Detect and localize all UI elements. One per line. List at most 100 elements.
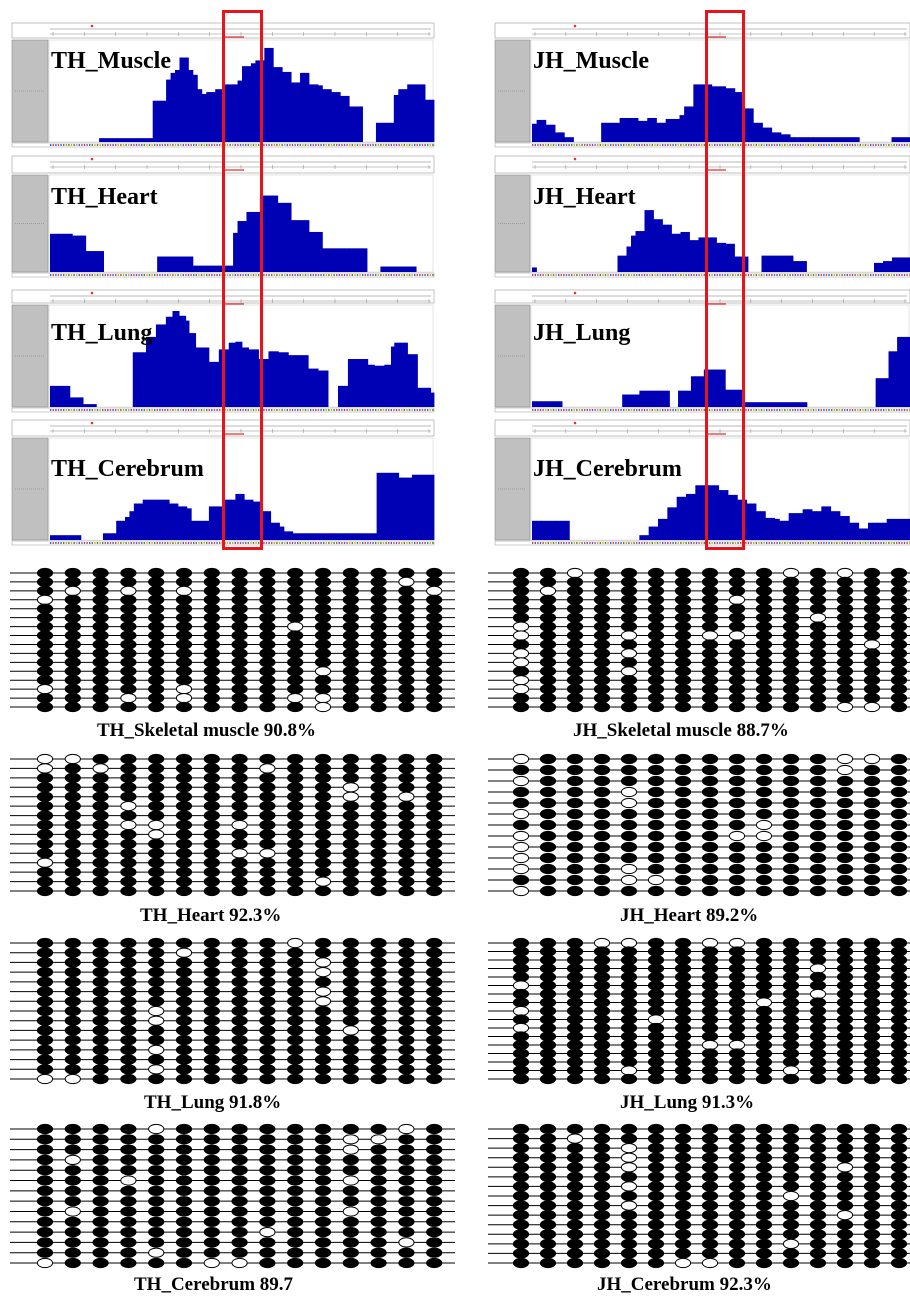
methylated-cpg: [701, 786, 719, 798]
methylated-cpg: [647, 675, 665, 686]
coverage-bar: [770, 517, 776, 540]
methylated-cpg: [809, 997, 827, 1008]
coverage-bar: [317, 231, 323, 272]
coverage-bar: [107, 533, 113, 540]
unmethylated-cpg: [836, 567, 854, 579]
methylated-cpg: [620, 621, 638, 632]
methylated-cpg: [512, 963, 530, 974]
methylated-cpg: [342, 1227, 359, 1238]
methylated-cpg: [92, 1134, 109, 1145]
methylated-cpg: [259, 1005, 276, 1017]
methylated-cpg: [701, 863, 719, 875]
coverage-bar: [138, 503, 144, 540]
highlight-region-jh: [705, 10, 745, 550]
methylated-cpg: [259, 1134, 276, 1145]
coverage-bar: [639, 390, 645, 407]
unmethylated-cpg: [120, 801, 137, 812]
methylated-cpg: [728, 657, 746, 668]
methylated-cpg: [620, 693, 638, 704]
methylated-cpg: [64, 594, 81, 605]
coverage-bar: [661, 122, 667, 142]
methylated-cpg: [647, 1039, 665, 1051]
methylated-cpg: [890, 576, 908, 587]
methylated-cpg: [593, 1065, 611, 1076]
coverage-bar: [301, 355, 306, 407]
methylated-cpg: [647, 630, 665, 641]
coverage-bar: [255, 60, 261, 142]
unmethylated-cpg: [782, 1238, 800, 1250]
unmethylated-cpg: [314, 701, 332, 713]
methylated-cpg: [175, 567, 193, 579]
methylated-cpg: [566, 657, 584, 668]
coverage-bar: [125, 516, 130, 540]
coverage-bar: [425, 99, 430, 142]
methylated-cpg: [809, 980, 827, 991]
methylated-cpg: [512, 786, 530, 798]
clone-row: [488, 753, 910, 765]
coverage-bar: [649, 210, 654, 272]
methylated-cpg: [809, 1123, 827, 1135]
methylated-cpg: [203, 1005, 220, 1017]
methylated-cpg: [120, 1216, 137, 1227]
methylated-cpg: [231, 1005, 248, 1017]
methylated-cpg: [620, 684, 638, 695]
methylated-cpg: [342, 957, 359, 968]
methylated-cpg: [755, 1171, 773, 1183]
methylated-cpg: [203, 675, 220, 686]
methylated-cpg: [512, 1152, 530, 1163]
coverage-bar: [723, 490, 729, 540]
methylated-cpg: [203, 966, 220, 978]
methylated-cpg: [836, 1171, 854, 1183]
coverage-bar: [285, 352, 289, 407]
methylated-cpg: [92, 885, 109, 897]
methylated-cpg: [370, 701, 387, 713]
coverage-bar: [116, 520, 122, 540]
methylated-cpg: [809, 1200, 827, 1211]
coverage-bar: [393, 266, 399, 272]
methylated-cpg: [259, 621, 276, 632]
coverage-bar: [868, 522, 874, 540]
methylated-cpg: [398, 1044, 415, 1056]
methylated-cpg: [566, 1048, 584, 1059]
coverage-bar: [672, 507, 678, 540]
unmethylated-cpg: [863, 701, 881, 713]
methylated-cpg: [287, 1064, 304, 1075]
methylated-cpg: [701, 1152, 719, 1163]
methylated-cpg: [36, 621, 54, 632]
methylated-cpg: [782, 764, 800, 776]
unmethylated-cpg: [342, 1144, 359, 1155]
methylated-cpg: [647, 1219, 665, 1230]
methylated-cpg: [674, 988, 692, 1000]
methylated-cpg: [863, 693, 881, 704]
unmethylated-cpg: [426, 585, 443, 596]
methylated-cpg: [836, 1229, 854, 1240]
methylated-cpg: [92, 585, 109, 596]
unmethylated-cpg: [836, 764, 854, 776]
label-th-cerebrum: TH_Cerebrum 89.7: [134, 1274, 294, 1295]
methylated-cpg: [512, 576, 530, 587]
methylated-cpg: [148, 1025, 165, 1036]
methylated-cpg: [398, 1257, 415, 1269]
highlight-region-th: [222, 10, 263, 550]
methylated-cpg: [539, 1022, 557, 1034]
methylated-cpg: [36, 693, 54, 704]
methylated-cpg: [647, 1181, 665, 1192]
methylated-cpg: [231, 1035, 248, 1046]
coverage-bar: [694, 240, 699, 272]
methylated-cpg: [647, 693, 665, 704]
coverage-bar: [390, 346, 395, 407]
methylated-cpg: [370, 612, 387, 623]
coverage-bar: [555, 132, 561, 142]
methylated-cpg: [287, 753, 304, 765]
methylated-cpg: [120, 1123, 137, 1135]
methylated-cpg: [175, 957, 193, 968]
methylated-cpg: [426, 576, 443, 587]
coverage-bar: [849, 522, 855, 540]
coverage-bar: [301, 533, 307, 540]
methylated-cpg: [259, 1154, 276, 1166]
coverage-bar: [420, 474, 426, 540]
methylated-cpg: [259, 675, 276, 686]
methylated-cpg: [259, 986, 276, 997]
coverage-bar: [733, 389, 739, 407]
methylated-cpg: [566, 630, 584, 641]
